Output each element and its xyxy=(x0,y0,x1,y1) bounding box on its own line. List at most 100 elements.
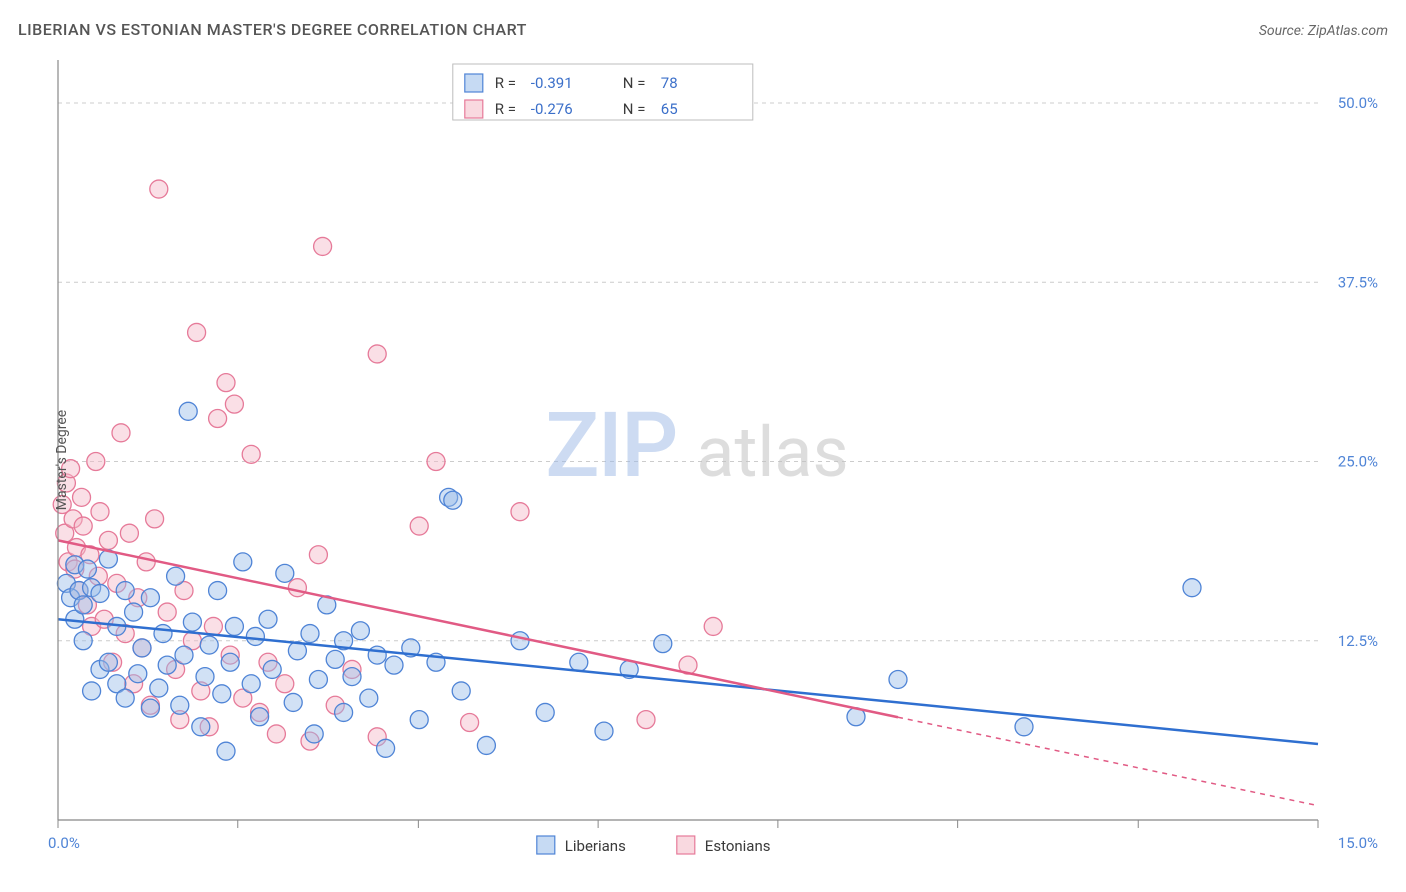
liberians-point xyxy=(536,703,554,721)
estonians-point xyxy=(74,517,92,535)
liberians-point xyxy=(351,622,369,640)
liberians-point xyxy=(654,635,672,653)
liberians-point xyxy=(221,653,239,671)
liberians-point xyxy=(326,650,344,668)
liberians-point xyxy=(116,689,134,707)
estonians-point xyxy=(637,711,655,729)
scatter-plot: 12.5%25.0%37.5%50.0%ZIPatlas0.0%15.0%R =… xyxy=(18,50,1388,870)
estonians-point xyxy=(120,524,138,542)
liberians-point xyxy=(242,675,260,693)
liberians-point xyxy=(377,739,395,757)
legend-swatch-liberians xyxy=(537,836,555,854)
svg-text:R =: R = xyxy=(495,74,516,92)
liberians-point xyxy=(284,693,302,711)
estonians-point xyxy=(209,409,227,427)
chart-title: LIBERIAN VS ESTONIAN MASTER'S DEGREE COR… xyxy=(18,20,527,39)
estonians-point xyxy=(146,510,164,528)
estonians-point xyxy=(188,323,206,341)
y-axis-label: Master's Degree xyxy=(54,410,70,510)
liberians-point xyxy=(213,685,231,703)
estonians-point xyxy=(112,424,130,442)
svg-text:-0.391: -0.391 xyxy=(531,74,573,92)
liberians-point xyxy=(234,553,252,571)
svg-text:0.0%: 0.0% xyxy=(48,834,80,852)
liberians-point xyxy=(91,584,109,602)
estonians-point xyxy=(150,180,168,198)
estonians-point xyxy=(309,546,327,564)
legend-swatch-estonians xyxy=(677,836,695,854)
svg-text:65: 65 xyxy=(661,100,678,118)
estonians-point xyxy=(242,445,260,463)
estonians-point xyxy=(91,503,109,521)
liberians-point xyxy=(129,665,147,683)
liberians-point xyxy=(116,582,134,600)
estonians-point xyxy=(427,453,445,471)
estonians-point xyxy=(137,553,155,571)
liberians-point xyxy=(183,613,201,631)
liberians-point xyxy=(889,670,907,688)
liberians-point xyxy=(225,617,243,635)
liberians-point xyxy=(179,402,197,420)
liberians-point xyxy=(196,668,214,686)
estonians-point xyxy=(704,617,722,635)
svg-text:R =: R = xyxy=(495,100,516,118)
estonians-point xyxy=(314,237,332,255)
estonians-point xyxy=(99,531,117,549)
source-label: Source: ZipAtlas.com xyxy=(1259,23,1388,39)
liberians-point xyxy=(570,653,588,671)
svg-text:50.0%: 50.0% xyxy=(1338,94,1378,112)
watermark-atlas: atlas xyxy=(696,412,848,494)
estonians-point xyxy=(225,395,243,413)
liberians-point xyxy=(141,589,159,607)
liberians-point xyxy=(83,682,101,700)
liberians-point xyxy=(385,656,403,674)
liberians-point xyxy=(1015,718,1033,736)
liberians-point xyxy=(217,742,235,760)
liberians-point xyxy=(309,670,327,688)
liberians-point xyxy=(125,603,143,621)
estonians-point xyxy=(73,488,91,506)
liberians-point xyxy=(175,646,193,664)
liberians-point xyxy=(192,718,210,736)
legend-swatch-estonians xyxy=(465,100,483,118)
liberians-point xyxy=(150,679,168,697)
legend-swatch-liberians xyxy=(465,74,483,92)
svg-text:15.0%: 15.0% xyxy=(1338,834,1378,852)
liberians-point xyxy=(1183,579,1201,597)
svg-text:-0.276: -0.276 xyxy=(531,100,573,118)
estonians-point xyxy=(461,713,479,731)
liberians-point xyxy=(246,627,264,645)
estonians-trendline xyxy=(58,540,898,717)
estonians-point xyxy=(204,617,222,635)
liberians-point xyxy=(158,656,176,674)
liberians-point xyxy=(251,708,269,726)
liberians-point xyxy=(301,625,319,643)
liberians-point xyxy=(99,653,117,671)
liberians-point xyxy=(305,725,323,743)
estonians-trendline-dash xyxy=(898,717,1318,805)
estonians-point xyxy=(368,345,386,363)
estonians-point xyxy=(288,579,306,597)
legend-label-estonians: Estonians xyxy=(705,837,771,855)
svg-text:25.0%: 25.0% xyxy=(1338,453,1378,471)
liberians-point xyxy=(209,582,227,600)
liberians-point xyxy=(133,639,151,657)
estonians-point xyxy=(276,675,294,693)
watermark-zip: ZIP xyxy=(545,393,676,498)
estonians-point xyxy=(217,374,235,392)
liberians-point xyxy=(263,660,281,678)
liberians-point xyxy=(78,560,96,578)
liberians-point xyxy=(171,696,189,714)
liberians-point xyxy=(276,564,294,582)
liberians-point xyxy=(335,703,353,721)
liberians-point xyxy=(410,711,428,729)
liberians-point xyxy=(452,682,470,700)
liberians-point xyxy=(141,699,159,717)
liberians-point xyxy=(154,625,172,643)
estonians-point xyxy=(511,503,529,521)
liberians-point xyxy=(343,668,361,686)
svg-text:12.5%: 12.5% xyxy=(1338,632,1378,650)
liberians-point xyxy=(74,596,92,614)
legend-label-liberians: Liberians xyxy=(565,837,626,855)
liberians-point xyxy=(360,689,378,707)
